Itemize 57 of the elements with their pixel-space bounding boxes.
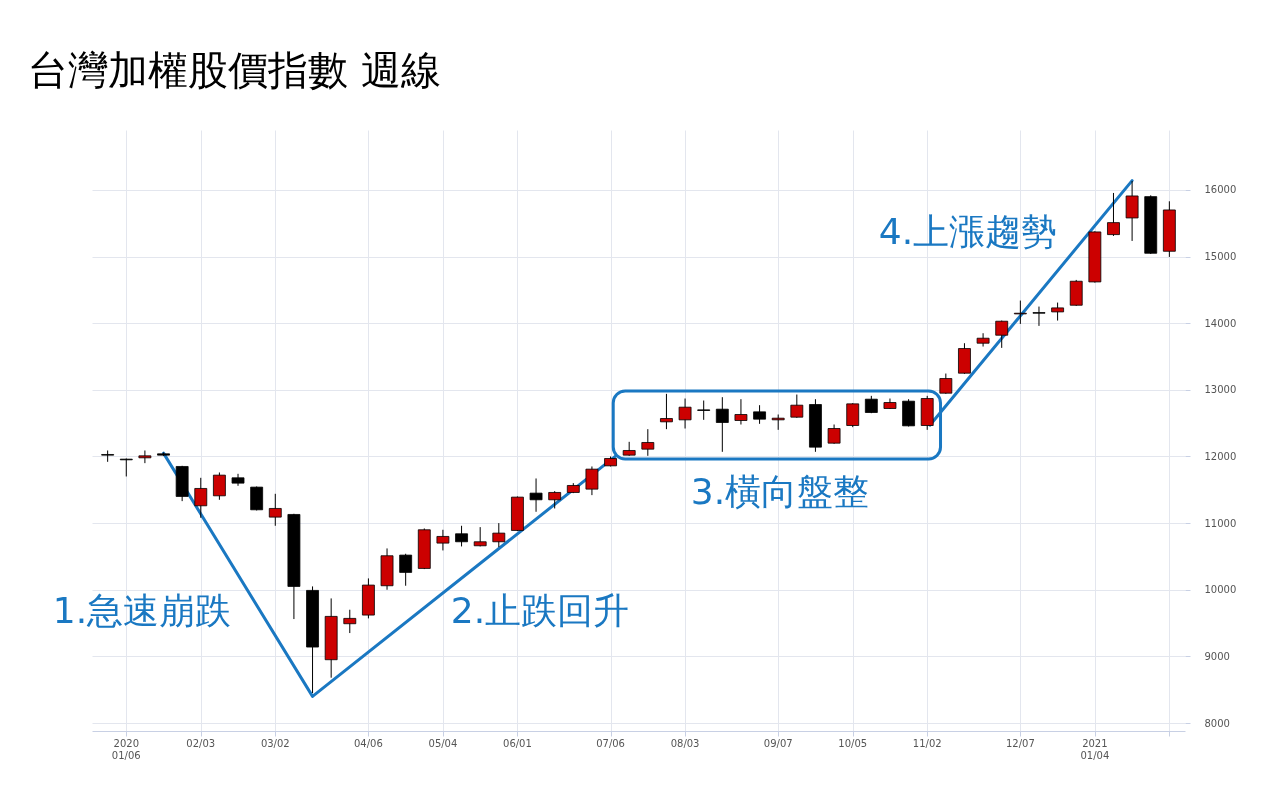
candlestick [790, 394, 804, 419]
y-tick-label: 14000 [1204, 317, 1237, 329]
y-tick-label: 8000 [1204, 717, 1230, 729]
y-tick-label: 13000 [1204, 384, 1237, 396]
candlestick [939, 373, 953, 395]
candlestick [660, 393, 673, 430]
candlestick [585, 465, 599, 496]
x-tick-label: 04/06 [354, 738, 383, 749]
x-tick-label: 07/06 [596, 738, 625, 749]
y-tick-label: 15000 [1204, 251, 1237, 263]
x-tick-label: 11/02 [912, 738, 942, 749]
candlestick [995, 320, 1009, 349]
candlestick [976, 332, 990, 348]
y-tick-label: 9000 [1204, 650, 1230, 662]
x-tick-label: 03/02 [260, 738, 290, 749]
candlestick [1125, 180, 1139, 242]
candlestick [343, 609, 357, 634]
candlestick [678, 398, 692, 429]
y-tick-label: 16000 [1204, 184, 1237, 196]
x-tick-label: 12/07 [1005, 738, 1035, 749]
candlestick [1013, 300, 1027, 325]
x-tick-label: 06/01 [503, 738, 532, 749]
candlestick [1069, 279, 1083, 307]
annotation: 2.止跌回升 [450, 590, 630, 631]
candlestick [1107, 192, 1120, 237]
x-tick-label: 05/04 [428, 738, 458, 749]
candlestick [846, 402, 860, 428]
candlestick [734, 398, 748, 425]
chart-title: 台灣加權股價指數 週線 [28, 47, 441, 93]
candlestick [827, 424, 841, 445]
candlestick [213, 471, 226, 501]
y-tick-label: 10000 [1204, 584, 1237, 596]
x-tick-label: 10/05 [838, 738, 868, 749]
annotation: 4.上漲趨勢 [878, 211, 1058, 252]
candlestick [697, 400, 711, 421]
candlestick [138, 449, 152, 464]
candlestick [492, 522, 506, 548]
annotation: 1.急速崩跌 [52, 590, 232, 631]
y-tick-label: 11000 [1204, 517, 1237, 529]
candlestick [101, 449, 115, 463]
candlestick [1032, 306, 1046, 327]
x-tick-label: 08/03 [670, 738, 700, 749]
annotation: 3.橫向盤整 [690, 471, 870, 512]
y-tick-label: 12000 [1204, 450, 1237, 462]
x-tick-label: 09/07 [763, 738, 793, 749]
candlestick [753, 404, 766, 425]
candlestick [194, 477, 208, 519]
candlestick [715, 396, 729, 453]
candlestick [641, 428, 655, 457]
candlestick [268, 493, 282, 527]
x-tick-label: 2021 01/04 [1080, 738, 1110, 761]
x-tick-label: 2020 01/06 [111, 738, 141, 761]
candlestick [436, 529, 450, 551]
candlestick [399, 553, 413, 587]
x-tick-label: 02/03 [186, 738, 216, 749]
candlestick [455, 525, 468, 547]
candlestick [529, 477, 543, 513]
